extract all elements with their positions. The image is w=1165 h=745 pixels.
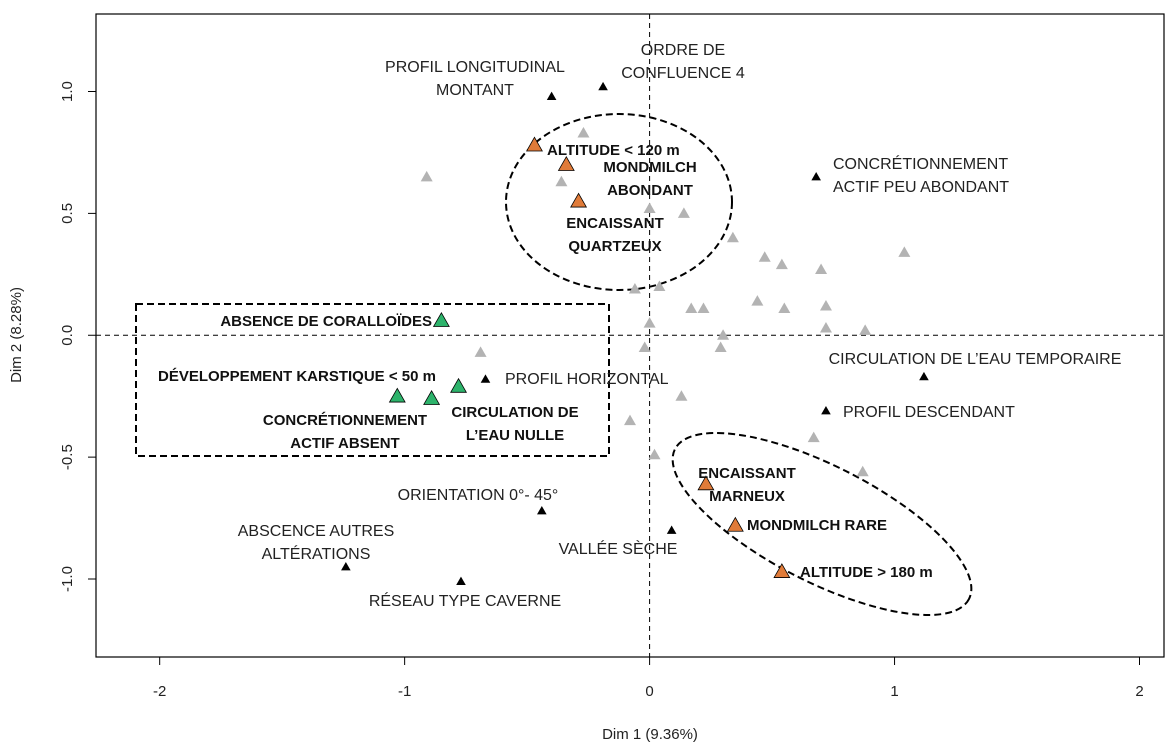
point-label: ABONDANT — [607, 182, 693, 199]
point — [856, 465, 869, 477]
x-axis-label: Dim 1 (9.36%) — [602, 726, 698, 743]
point — [555, 175, 568, 187]
point — [577, 126, 590, 138]
point — [775, 258, 788, 270]
point-label: VALLÉE SÈCHE — [559, 539, 678, 558]
point — [751, 295, 764, 306]
point — [685, 302, 698, 313]
point — [450, 377, 468, 393]
y-tick-label: -0.5 — [59, 444, 76, 470]
point — [570, 192, 588, 208]
point — [697, 302, 710, 313]
point — [811, 172, 821, 181]
point-label: MARNEUX — [709, 488, 785, 505]
point — [420, 170, 433, 182]
point — [677, 207, 690, 218]
x-tick-label: 1 — [890, 683, 898, 700]
point — [525, 136, 543, 152]
point — [919, 371, 929, 381]
point-label: ACTIF ABSENT — [290, 435, 399, 452]
point — [821, 406, 831, 415]
point — [643, 202, 656, 214]
point-label: L’EAU NULLE — [466, 427, 564, 444]
point — [717, 329, 730, 340]
point-label: CONFLUENCE 4 — [621, 65, 745, 82]
point-label: MONDMILCH RARE — [747, 517, 887, 534]
point — [653, 280, 666, 292]
point — [819, 300, 832, 311]
x-tick-label: 0 — [645, 683, 653, 700]
point-label: CONCRÉTIONNEMENT — [263, 412, 427, 429]
point — [638, 341, 651, 352]
point — [758, 251, 771, 262]
point-label: PROFIL LONGITUDINAL — [385, 59, 565, 76]
point — [546, 91, 557, 100]
point-label: CIRCULATION DE — [451, 404, 578, 421]
point — [898, 246, 911, 257]
point — [697, 475, 715, 491]
point-label: CONCRÉTIONNEMENT — [833, 154, 1008, 173]
y-tick-label: 0.5 — [59, 203, 76, 224]
cluster-ellipse — [671, 431, 973, 617]
point — [648, 448, 661, 460]
point — [714, 341, 727, 352]
point — [778, 302, 791, 313]
cluster-ellipse — [505, 113, 733, 291]
point — [341, 562, 351, 571]
point-label: ABSENCE DE CORALLOÏDES — [220, 313, 432, 330]
point — [432, 312, 450, 327]
point — [807, 431, 820, 443]
point-label: DÉVELOPPEMENT KARSTIQUE < 50 m — [158, 368, 436, 385]
point — [598, 81, 608, 91]
point-label: ALTÉRATIONS — [262, 544, 371, 563]
point — [628, 282, 641, 294]
point — [423, 390, 441, 405]
point — [859, 324, 872, 335]
point — [819, 321, 832, 333]
point-label: PROFIL DESCENDANT — [843, 404, 1015, 421]
cluster-box — [135, 303, 610, 457]
point-label: ENCAISSANT — [698, 465, 796, 482]
y-tick-label: -1.0 — [59, 566, 76, 592]
point-label: RÉSEAU TYPE CAVERNE — [369, 591, 561, 610]
y-tick-label: 0.0 — [59, 325, 76, 346]
point — [480, 374, 491, 383]
point — [388, 387, 406, 403]
point — [815, 263, 828, 274]
point-label: ORDRE DE — [641, 42, 725, 59]
point-label: CIRCULATION DE L’EAU TEMPORAIRE — [829, 351, 1122, 368]
point — [726, 231, 739, 243]
point-label: QUARTZEUX — [568, 238, 661, 255]
point — [666, 525, 677, 534]
point — [456, 576, 466, 586]
point-label: MONTANT — [436, 82, 514, 99]
point — [675, 390, 688, 401]
point — [643, 317, 656, 328]
point-label: ENCAISSANT — [566, 215, 664, 232]
point-label: ACTIF PEU ABONDANT — [833, 179, 1009, 196]
point-label: ABSCENCE AUTRES — [238, 523, 394, 540]
point-label: PROFIL HORIZONTAL — [505, 371, 669, 388]
point — [773, 563, 791, 578]
point-label: MONDMILCH — [603, 159, 696, 176]
point — [537, 505, 547, 515]
y-tick-label: 1.0 — [59, 81, 76, 102]
x-tick-label: 2 — [1135, 683, 1143, 700]
x-tick-label: -2 — [153, 683, 166, 700]
point — [474, 346, 487, 357]
point-label: ALTITUDE > 180 m — [800, 564, 933, 581]
point — [557, 156, 575, 171]
point — [726, 516, 744, 532]
point-label: ORIENTATION 0°- 45° — [398, 487, 559, 504]
x-tick-label: -1 — [398, 683, 411, 700]
point-label: ALTITUDE < 120 m — [547, 142, 680, 159]
point — [624, 414, 636, 426]
y-axis-label: Dim 2 (8.28%) — [8, 287, 25, 383]
